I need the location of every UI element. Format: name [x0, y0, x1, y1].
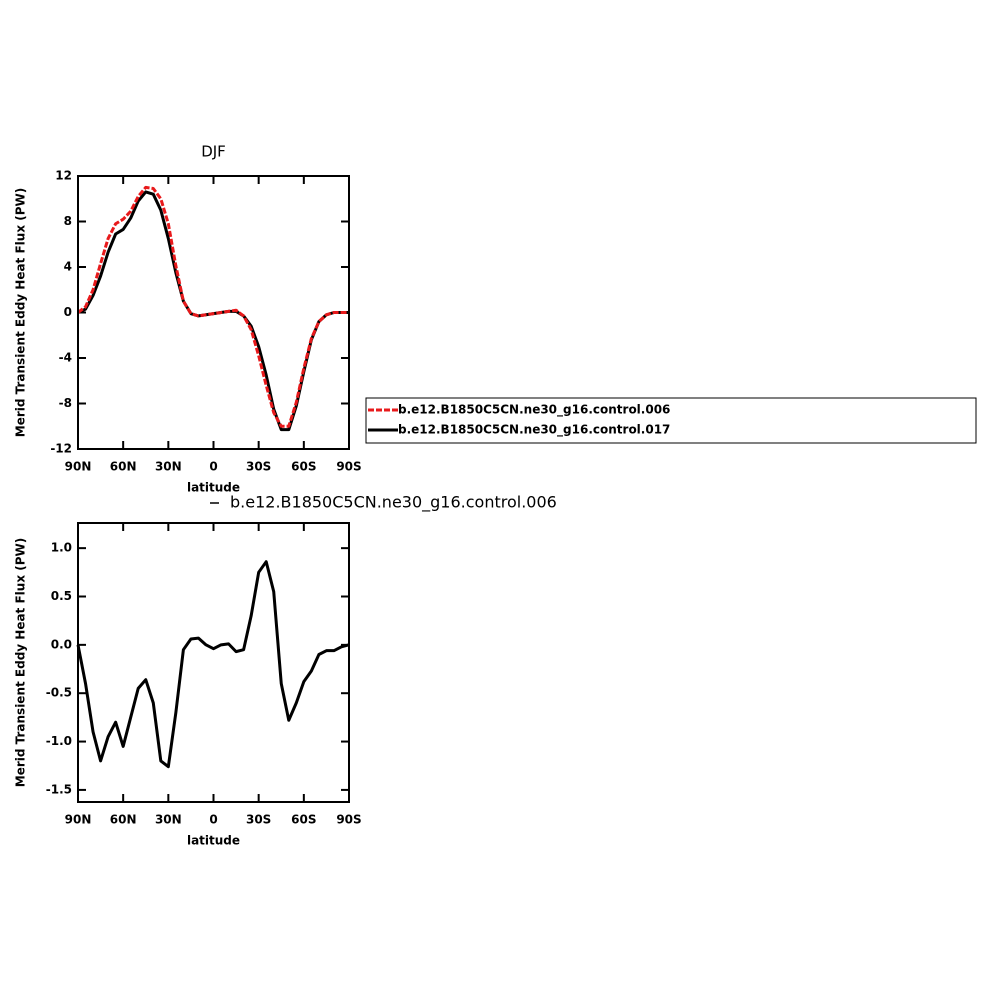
- x-tick-label: 30S: [246, 460, 271, 474]
- x-tick-label: 30S: [246, 813, 271, 827]
- chart-title: DJF: [201, 143, 226, 161]
- x-tick-label: 30N: [155, 460, 182, 474]
- x-tick-label: 60S: [291, 813, 316, 827]
- y-tick-label: -0.5: [46, 686, 72, 700]
- y-tick-label: 0.0: [51, 637, 72, 651]
- y-axis-label: Merid Transient Eddy Heat Flux (PW): [14, 538, 28, 788]
- y-tick-label: -12: [50, 442, 72, 456]
- y-axis-label: Merid Transient Eddy Heat Flux (PW): [14, 188, 28, 438]
- y-tick-label: -1.0: [46, 734, 72, 748]
- data-line: [77, 190, 349, 432]
- x-tick-label: 0: [209, 460, 217, 474]
- legend-label: b.e12.B1850C5CN.ne30_g16.control.006: [398, 403, 670, 418]
- x-tick-label: 90S: [336, 813, 361, 827]
- y-tick-label: 12: [55, 169, 72, 183]
- x-axis-label: latitude: [187, 834, 240, 848]
- x-tick-label: 30N: [155, 813, 182, 827]
- x-tick-label: 90N: [65, 813, 92, 827]
- y-tick-label: -4: [59, 351, 72, 365]
- legend-box: [365, 397, 977, 444]
- y-tick-label: -1.5: [46, 782, 72, 796]
- data-line: [77, 185, 349, 428]
- x-tick-label: 60N: [110, 813, 137, 827]
- y-tick-label: 1.0: [51, 541, 72, 555]
- data-line: [76, 560, 350, 769]
- x-tick-label: 90N: [65, 460, 92, 474]
- y-tick-label: 8: [64, 214, 72, 228]
- legend-label: b.e12.B1850C5CN.ne30_g16.control.017: [398, 423, 670, 438]
- x-tick-label: 60S: [291, 460, 316, 474]
- x-tick-label: 60N: [110, 460, 137, 474]
- y-tick-label: 0.5: [51, 589, 72, 603]
- plot-frame: [77, 175, 350, 450]
- legend-label: b.e12.B1850C5CN.ne30_g16.control.006: [230, 493, 557, 513]
- plot-frame: [77, 522, 350, 803]
- x-tick-label: 0: [209, 813, 217, 827]
- x-tick-label: 90S: [336, 460, 361, 474]
- y-tick-label: 0: [64, 305, 72, 319]
- x-axis-label: latitude: [187, 481, 240, 495]
- y-tick-label: 4: [64, 260, 72, 274]
- y-tick-label: -8: [59, 396, 72, 410]
